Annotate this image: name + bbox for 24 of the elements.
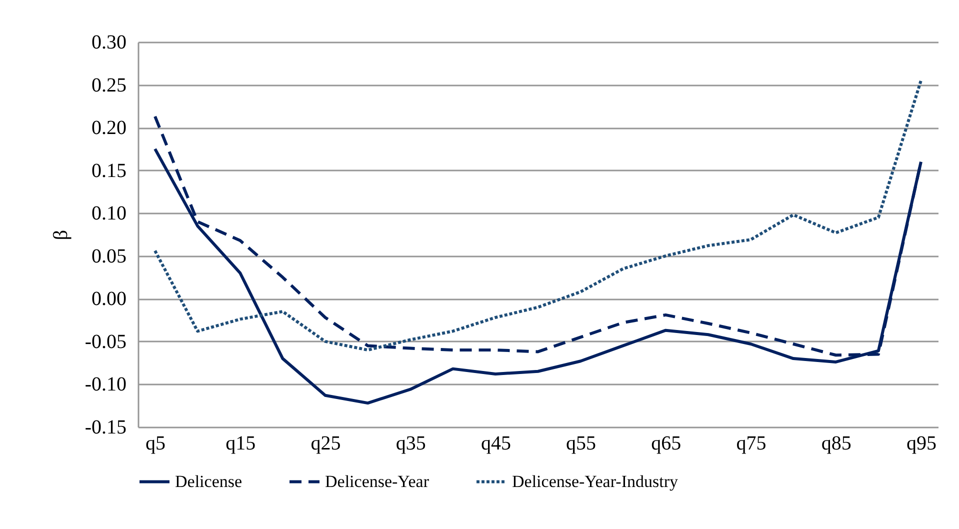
x-tick-label: q25 — [310, 432, 341, 454]
y-tick-label: -0.05 — [84, 330, 126, 353]
y-tick-label: 0.20 — [92, 117, 126, 140]
y-tick-label: 0.00 — [92, 288, 126, 310]
x-tick-label: q15 — [226, 432, 256, 454]
legend-label: Delicense — [175, 472, 242, 491]
y-tick-label: -0.10 — [84, 374, 126, 396]
y-tick-label: 0.30 — [92, 32, 126, 54]
y-tick-label: -0.15 — [84, 416, 126, 438]
x-tick-label: q75 — [736, 432, 766, 454]
x-tick-label: q45 — [480, 432, 511, 454]
y-tick-label: 0.05 — [92, 245, 126, 268]
x-tick-label: q55 — [566, 432, 596, 454]
legend-label: Delicense-Year — [325, 472, 430, 491]
x-tick-label: q35 — [396, 432, 426, 454]
y-tick-label: 0.25 — [92, 74, 126, 96]
y-axis-title: β — [50, 230, 72, 240]
x-tick-label: q85 — [821, 432, 852, 454]
y-tick-label: 0.15 — [92, 160, 126, 182]
y-tick-label: 0.10 — [92, 202, 126, 225]
x-tick-label: q65 — [651, 432, 682, 454]
x-tick-label: q95 — [906, 432, 936, 454]
x-tick-label: q5 — [146, 432, 166, 454]
legend-label: Delicense-Year-Industry — [512, 472, 678, 491]
